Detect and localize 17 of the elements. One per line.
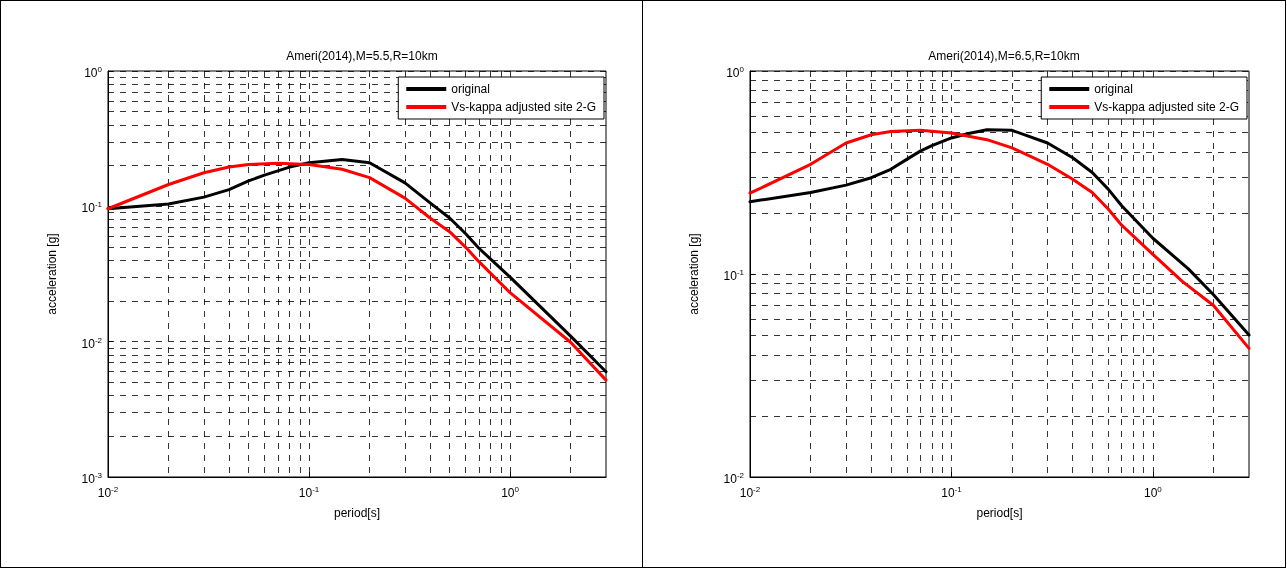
- legend-label: Vs-kappa adjusted site 2-G: [1094, 100, 1240, 114]
- x-axis-title: period[s]: [976, 506, 1023, 520]
- chart-title: Ameri(2014),M=5.5,R=10km: [286, 49, 438, 63]
- y-tick-label: 10$^{-3}$: [81, 469, 102, 486]
- y-axis-title: acceleration [g]: [687, 233, 701, 315]
- legend-label: Vs-kappa adjusted site 2-G: [451, 100, 597, 114]
- legend-label: original: [1094, 82, 1133, 96]
- y-tick-label: 10$^{-1}$: [81, 198, 102, 215]
- x-axis-title: period[s]: [333, 506, 381, 520]
- legend-label: original: [451, 82, 490, 96]
- y-tick-label: 10$^{-2}$: [81, 334, 102, 351]
- chart-title: Ameri(2014),M=6.5,R=10km: [928, 49, 1080, 63]
- y-tick-label: 10$^{-2}$: [723, 469, 744, 486]
- y-tick-label: 10$^{0}$: [84, 63, 102, 80]
- y-axis-title: acceleration [g]: [45, 233, 59, 315]
- y-tick-label: 10$^{-1}$: [723, 266, 744, 283]
- y-tick-label: 10$^{0}$: [726, 63, 744, 80]
